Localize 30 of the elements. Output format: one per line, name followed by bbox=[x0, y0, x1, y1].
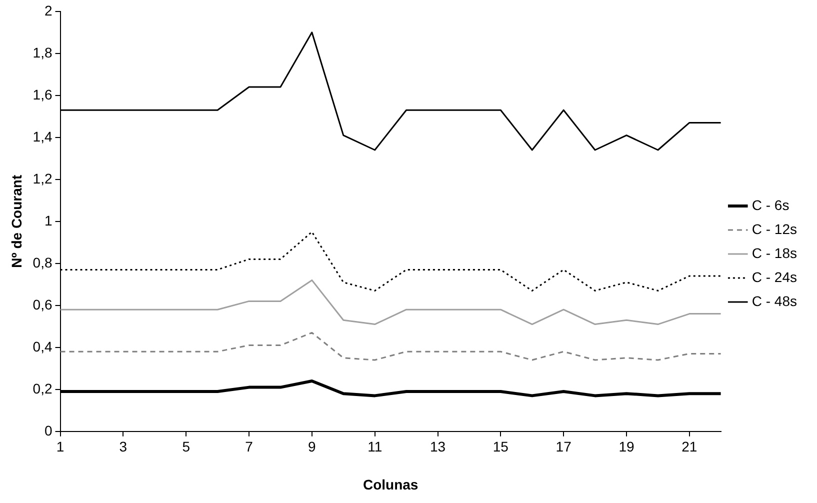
legend-label: C - 18s bbox=[752, 244, 797, 261]
y-tick-label: 1 bbox=[44, 212, 52, 228]
x-tick-label: 15 bbox=[492, 438, 509, 455]
y-tick-label: 0,8 bbox=[32, 254, 52, 270]
x-tick-label: 19 bbox=[618, 438, 634, 455]
x-axis-title: Colunas bbox=[362, 476, 418, 492]
x-tick-label: 17 bbox=[556, 438, 572, 455]
y-tick-label: 1,8 bbox=[32, 44, 52, 60]
x-tick-label: 1 bbox=[56, 438, 64, 455]
x-tick-label: 3 bbox=[119, 438, 128, 455]
legend-label: C - 24s bbox=[752, 268, 797, 285]
y-tick-label: 0,2 bbox=[32, 380, 52, 396]
y-tick-label: 1,4 bbox=[32, 128, 52, 144]
x-tick-label: 5 bbox=[182, 438, 190, 455]
x-tick-label: 7 bbox=[245, 438, 254, 455]
y-tick-label: 0 bbox=[44, 422, 52, 438]
y-tick-label: 1,6 bbox=[32, 86, 52, 102]
y-axis-title: Nº de Courant bbox=[8, 174, 24, 268]
legend-label: C - 48s bbox=[752, 292, 797, 309]
x-tick-label: 9 bbox=[308, 438, 316, 455]
y-tick-label: 1,2 bbox=[32, 170, 52, 186]
y-tick-label: 2 bbox=[44, 2, 52, 18]
y-tick-label: 0,6 bbox=[32, 296, 52, 312]
line-series bbox=[60, 332, 721, 361]
legend-label: C - 6s bbox=[752, 196, 790, 213]
y-tick-label: 0,4 bbox=[32, 338, 52, 354]
x-tick-label: 13 bbox=[430, 438, 446, 455]
x-tick-label: 11 bbox=[368, 438, 382, 455]
legend-label: C - 12s bbox=[752, 220, 797, 237]
x-tick-label: 21 bbox=[682, 438, 698, 455]
